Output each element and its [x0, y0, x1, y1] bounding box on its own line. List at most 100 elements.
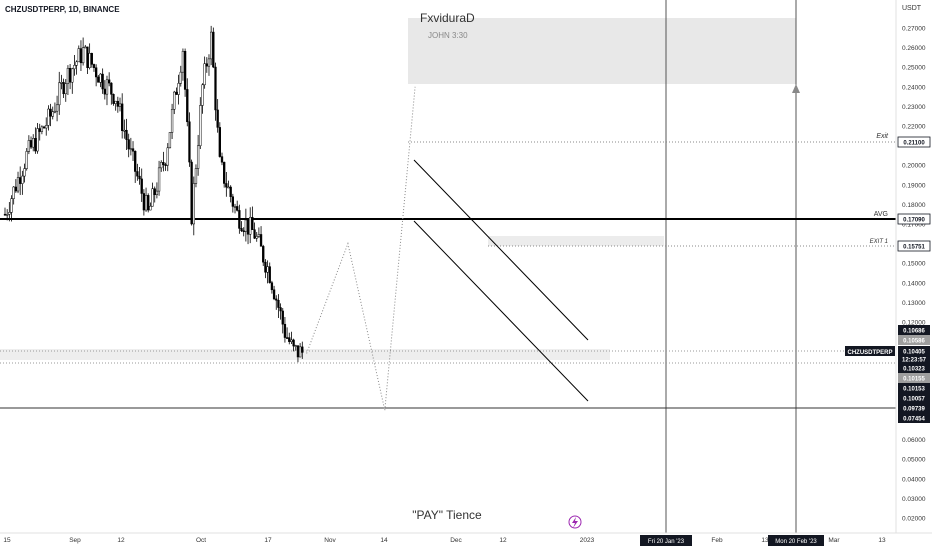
candle	[157, 160, 161, 196]
time-axis[interactable]: 15 Sep 12 Oct 17 Nov 14 Dec 12 2023 Feb 13 Mar 13 Fri…	[0, 532, 932, 546]
svg-text:0.10323: 0.10323	[903, 367, 925, 373]
candle	[127, 133, 130, 158]
candle	[288, 332, 291, 345]
candle	[129, 137, 133, 156]
candle	[294, 344, 297, 351]
candle	[244, 208, 248, 242]
svg-text:Fri 20 Jan '23: Fri 20 Jan '23	[648, 539, 685, 545]
candle	[194, 164, 198, 188]
price-tag: 0.10323	[898, 363, 930, 373]
exit1-label: EXIT 1	[870, 239, 888, 245]
time-tick-label: 2023	[580, 537, 595, 544]
price-tag: 0.10586	[898, 335, 930, 345]
projection-arrowhead	[792, 84, 800, 93]
avg-label: AVG	[874, 211, 888, 218]
candle	[101, 68, 104, 94]
price-tick-label: 0.06000	[902, 437, 926, 444]
candle	[251, 206, 254, 230]
candles-layer	[3, 25, 304, 363]
candle	[281, 307, 284, 334]
candle	[272, 285, 276, 301]
price-tick-label: 0.23000	[902, 104, 926, 111]
time-tick-label: 14	[380, 537, 388, 544]
candle	[175, 87, 178, 95]
candle	[183, 48, 187, 97]
candle	[118, 97, 122, 112]
price-tick-label: 0.17000	[902, 222, 926, 229]
candle	[238, 204, 241, 234]
candle	[14, 179, 17, 193]
candle	[218, 122, 221, 158]
candle	[79, 40, 83, 72]
candle	[298, 343, 302, 358]
candle	[123, 119, 126, 139]
price-tick-label: 0.13000	[902, 300, 926, 307]
candle	[196, 134, 200, 176]
candle	[38, 123, 41, 141]
candle	[283, 316, 287, 343]
candle	[21, 170, 24, 195]
candle	[81, 37, 85, 66]
author-label: FxviduraD	[420, 11, 475, 25]
candle	[136, 163, 139, 181]
candle	[23, 163, 26, 183]
candle	[25, 148, 28, 171]
candle	[255, 231, 258, 242]
candle	[186, 78, 189, 127]
candle	[84, 44, 87, 49]
candle	[220, 152, 224, 166]
time-tick-label: 12	[117, 537, 125, 544]
candle	[285, 327, 289, 339]
time-tick-label: Mar	[828, 537, 840, 544]
candle	[125, 118, 128, 150]
candle	[90, 52, 93, 68]
time-tick-label: Dec	[450, 537, 462, 544]
candle	[114, 100, 117, 111]
candle	[144, 187, 148, 212]
svg-text:0.15751: 0.15751	[903, 245, 925, 251]
candle	[240, 221, 243, 232]
candle	[192, 176, 195, 236]
candle	[199, 97, 202, 150]
candle	[134, 150, 137, 183]
price-tick-label: 0.27000	[902, 26, 926, 33]
candle	[66, 65, 70, 95]
candle	[170, 103, 174, 139]
candle	[257, 227, 261, 239]
candle	[53, 102, 57, 114]
candle	[8, 202, 11, 222]
candle	[268, 262, 271, 284]
candle	[205, 57, 208, 73]
candle	[249, 207, 252, 244]
svg-text:0.10586: 0.10586	[903, 339, 925, 345]
price-tag: 0.10405	[898, 346, 930, 356]
svg-text:0.10686: 0.10686	[903, 329, 925, 335]
candle	[270, 280, 274, 294]
candle	[108, 72, 111, 87]
time-tick-label: 13	[761, 537, 769, 544]
candle	[60, 74, 63, 90]
candle	[277, 294, 280, 319]
candle	[138, 166, 141, 185]
symbol-tag: CHZUSDTPERP	[845, 346, 895, 356]
candle	[279, 303, 282, 320]
candle	[94, 64, 98, 87]
candle	[112, 93, 115, 106]
lightning-icon[interactable]	[568, 515, 582, 529]
candle	[223, 161, 226, 188]
price-tag: 0.10155	[898, 373, 930, 383]
price-tick-label: 0.12000	[902, 320, 926, 327]
svg-text:12:23:57: 12:23:57	[902, 358, 927, 364]
candle	[214, 62, 217, 121]
price-axis[interactable]: USDT 0.27000 0.26000 0.25000 0.24000 0.23000…	[845, 0, 931, 533]
candle	[212, 27, 215, 69]
price-tick-label: 0.24000	[902, 84, 926, 91]
candle	[88, 43, 91, 70]
candle	[105, 75, 109, 106]
candle	[301, 341, 304, 359]
time-tick-label: Oct	[196, 537, 206, 544]
candle	[164, 162, 167, 171]
candle	[181, 48, 185, 81]
candle	[201, 83, 204, 114]
